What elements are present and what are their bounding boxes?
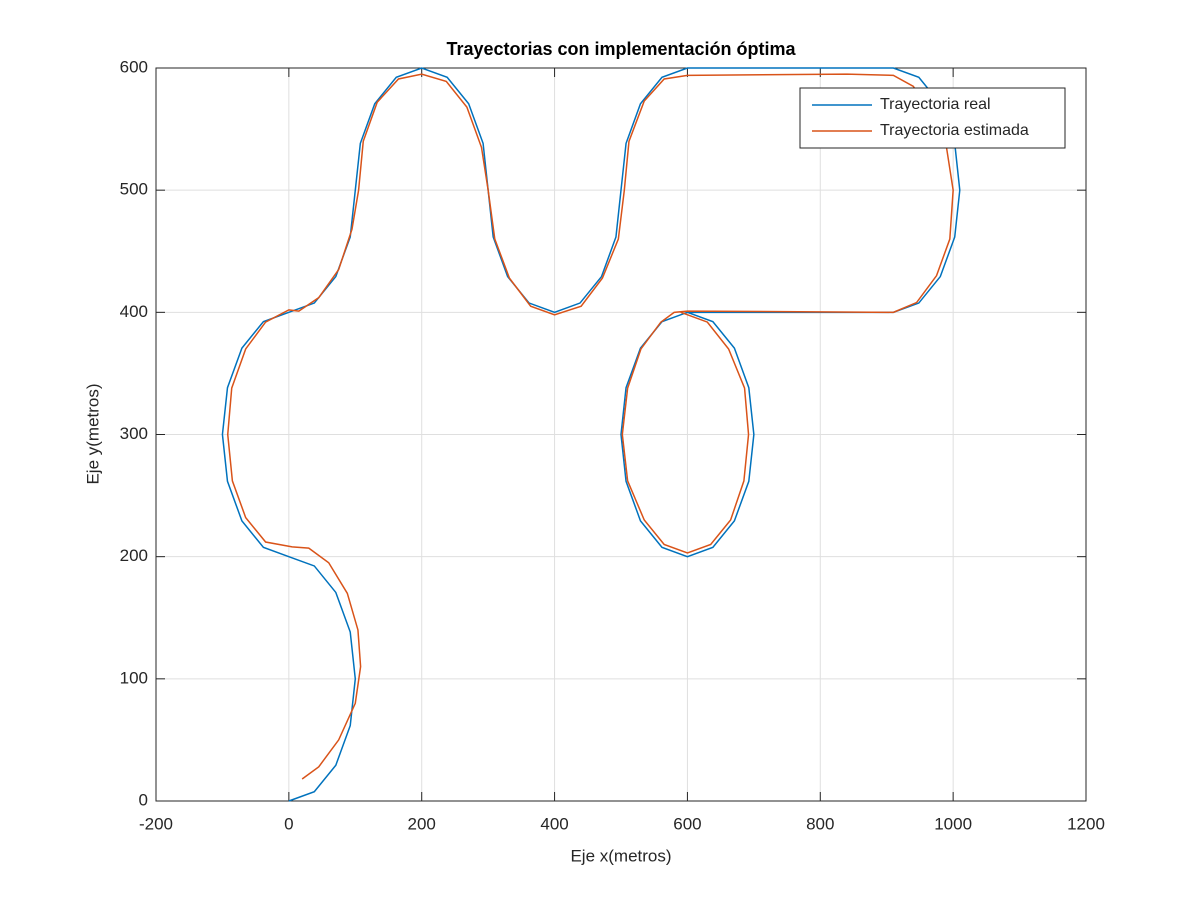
- y-tick-label: 0: [139, 790, 148, 809]
- legend-label: Trayectoria real: [880, 96, 991, 113]
- x-tick-label: 1000: [934, 814, 972, 833]
- x-tick-label: 800: [806, 814, 834, 833]
- x-tick-label: 200: [408, 814, 436, 833]
- x-axis-label: Eje x(metros): [570, 846, 671, 865]
- y-tick-label: 500: [120, 180, 148, 199]
- axes-box: [155, 67, 1087, 802]
- series-line: [221, 67, 961, 802]
- y-tick-label: 300: [120, 424, 148, 443]
- y-tick-label: 400: [120, 302, 148, 321]
- y-tick-label: 600: [120, 57, 148, 76]
- x-tick-label: 1200: [1067, 814, 1105, 833]
- legend-box: [799, 87, 1066, 149]
- x-tick-label: 600: [673, 814, 701, 833]
- legend-label: Trayectoria estimada: [880, 122, 1029, 139]
- series-line: [226, 73, 954, 780]
- y-tick-label: 100: [120, 668, 148, 687]
- y-tick-label: 200: [120, 546, 148, 565]
- chart-title: Trayectorias con implementación óptima: [446, 39, 796, 59]
- y-axis-label: Eje y(metros): [83, 383, 102, 484]
- x-tick-label: 400: [540, 814, 568, 833]
- x-tick-label: 0: [284, 814, 293, 833]
- x-tick-label: -200: [139, 814, 173, 833]
